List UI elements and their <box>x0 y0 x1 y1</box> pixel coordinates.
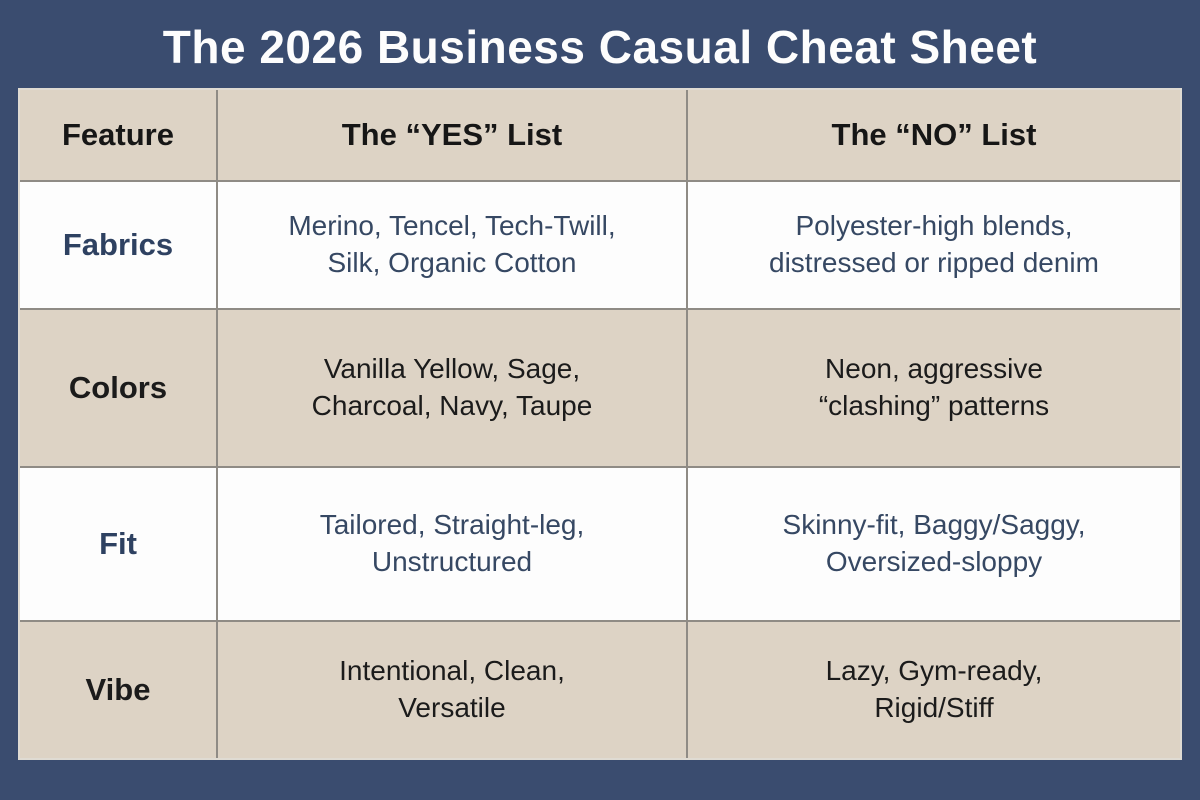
no-cell-colors: Neon, aggressive “clashing” patterns <box>688 310 1180 466</box>
no-cell-vibe: Lazy, Gym-ready, Rigid/Stiff <box>688 622 1180 758</box>
column-header-yes-list: The “YES” List <box>218 90 686 180</box>
yes-cell-fabrics: Merino, Tencel, Tech-Twill, Silk, Organi… <box>218 182 686 308</box>
title-band: The 2026 Business Casual Cheat Sheet <box>0 0 1200 88</box>
yes-cell-vibe: Intentional, Clean, Versatile <box>218 622 686 758</box>
no-cell-fabrics: Polyester-high blends, distressed or rip… <box>688 182 1180 308</box>
column-header-no-list: The “NO” List <box>688 90 1180 180</box>
cheat-sheet-table: Feature The “YES” List The “NO” List Fab… <box>18 88 1182 760</box>
page-title: The 2026 Business Casual Cheat Sheet <box>162 21 1038 73</box>
column-header-feature: Feature <box>20 90 216 180</box>
yes-cell-fit: Tailored, Straight-leg, Unstructured <box>218 468 686 620</box>
feature-cell-fabrics: Fabrics <box>20 182 216 308</box>
feature-cell-colors: Colors <box>20 310 216 466</box>
feature-cell-fit: Fit <box>20 468 216 620</box>
yes-cell-colors: Vanilla Yellow, Sage, Charcoal, Navy, Ta… <box>218 310 686 466</box>
no-cell-fit: Skinny-fit, Baggy/Saggy, Oversized-slopp… <box>688 468 1180 620</box>
feature-cell-vibe: Vibe <box>20 622 216 758</box>
